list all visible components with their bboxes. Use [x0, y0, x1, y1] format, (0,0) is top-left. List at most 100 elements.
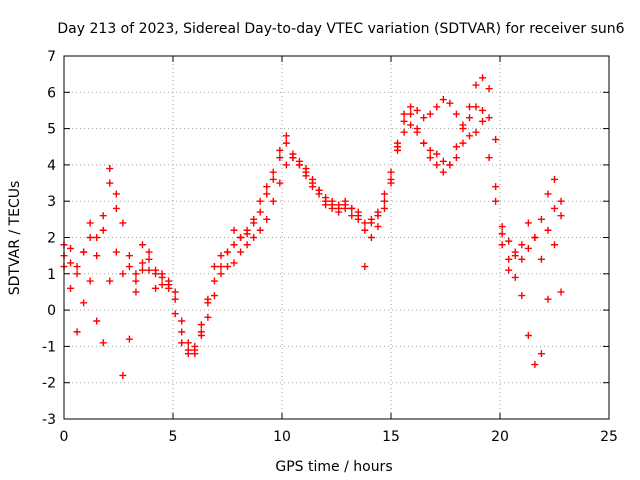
- data-point-trace-c: [544, 226, 552, 234]
- data-point-trace-b: [511, 273, 519, 281]
- chart-title: Day 213 of 2023, Sidereal Day-to-day VTE…: [57, 21, 624, 37]
- data-point-trace-c: [158, 270, 166, 278]
- data-point-trace-b: [537, 350, 545, 358]
- data-point-trace-b: [243, 241, 251, 249]
- data-point-trace-c: [439, 168, 447, 176]
- data-point-trace-b: [380, 204, 388, 212]
- data-point-trace-b: [400, 110, 408, 118]
- data-point-trace-c: [341, 204, 349, 212]
- data-point-trace-a: [178, 328, 186, 336]
- data-point-trace-a: [112, 204, 120, 212]
- data-point-trace-b: [452, 110, 460, 118]
- data-point-trace-c: [276, 146, 284, 154]
- data-point-trace-b: [518, 292, 526, 300]
- data-point-trace-a: [459, 139, 467, 147]
- data-point-trace-c: [380, 197, 388, 205]
- data-point-trace-a: [452, 154, 460, 162]
- data-point-trace-c: [387, 175, 395, 183]
- data-point-trace-b: [269, 197, 277, 205]
- data-point-trace-b: [433, 103, 441, 111]
- data-point-trace-b: [407, 103, 415, 111]
- data-point-trace-c: [93, 234, 101, 241]
- data-point-trace-b: [119, 371, 127, 379]
- data-point-trace-c: [531, 234, 539, 241]
- y-tick-label: 7: [47, 49, 56, 65]
- data-point-trace-b: [138, 259, 146, 267]
- data-point-trace-b: [322, 194, 330, 202]
- data-point-trace-b: [505, 266, 513, 274]
- data-point-trace-b: [557, 288, 565, 296]
- data-point-trace-b: [439, 96, 447, 104]
- data-point-trace-b: [152, 284, 160, 292]
- x-tick-label: 0: [60, 429, 69, 445]
- data-point-trace-a: [67, 244, 75, 252]
- data-point-trace-b: [367, 234, 375, 241]
- data-point-trace-c: [224, 248, 231, 256]
- data-point-trace-c: [492, 183, 500, 191]
- data-point-trace-c: [302, 172, 310, 180]
- y-tick-label: 5: [47, 122, 56, 138]
- y-tick-label: 0: [47, 303, 56, 319]
- data-point-trace-c: [557, 212, 565, 220]
- data-point-trace-b: [256, 226, 264, 234]
- data-point-trace-b: [479, 106, 487, 114]
- data-point-trace-b: [250, 234, 258, 241]
- data-point-trace-a: [439, 157, 447, 165]
- data-point-trace-b: [361, 263, 369, 271]
- data-point-trace-b: [551, 241, 558, 249]
- data-point-trace-a: [544, 190, 552, 198]
- data-point-trace-b: [99, 339, 107, 347]
- data-point-trace-a: [361, 219, 369, 227]
- data-point-trace-b: [472, 128, 480, 136]
- data-point-trace-b: [165, 284, 173, 292]
- data-point-trace-a: [551, 175, 558, 183]
- data-point-trace-c: [263, 183, 271, 191]
- data-point-trace-c: [348, 212, 356, 220]
- data-point-trace-c: [472, 81, 480, 89]
- data-point-trace-c: [243, 226, 251, 234]
- data-point-trace-c: [524, 219, 532, 227]
- tick-layer: 0 5 10 15 20 25 -3 -2 -1 0 1 2 3 4 5 6 7: [42, 49, 618, 445]
- data-point-trace-b: [348, 204, 356, 212]
- data-point-trace-c: [73, 270, 81, 278]
- data-point-trace-b: [354, 208, 362, 216]
- data-point-trace-b: [80, 299, 88, 307]
- data-point-trace-b: [237, 248, 245, 256]
- x-tick-label: 15: [382, 429, 400, 445]
- data-point-trace-c: [86, 219, 94, 227]
- data-point-trace-c: [171, 288, 179, 296]
- data-point-trace-b: [426, 110, 434, 118]
- data-point-trace-b: [282, 161, 290, 169]
- data-point-trace-c: [138, 241, 146, 249]
- data-point-trace-a: [86, 234, 94, 241]
- x-tick-label: 10: [273, 429, 291, 445]
- data-point-trace-b: [217, 252, 225, 260]
- data-point-trace-c: [485, 114, 493, 122]
- data-point-trace-c: [217, 270, 225, 278]
- data-point-trace-a: [210, 277, 218, 285]
- data-point-trace-c: [80, 248, 88, 256]
- data-point-trace-b: [178, 339, 186, 347]
- y-tick-label: -3: [42, 412, 56, 428]
- data-point-trace-b: [335, 201, 343, 209]
- data-point-trace-a: [387, 168, 395, 176]
- data-point-trace-c: [145, 255, 153, 263]
- data-point-trace-b: [145, 266, 153, 274]
- y-tick-label: -2: [42, 376, 56, 392]
- data-point-trace-a: [73, 263, 81, 271]
- data-point-trace-a: [230, 241, 238, 249]
- data-point-trace-a: [518, 255, 526, 263]
- grid-layer: [64, 56, 609, 419]
- data-point-trace-a: [106, 179, 114, 187]
- data-point-trace-c: [400, 117, 408, 125]
- data-point-trace-b: [420, 114, 428, 122]
- data-point-trace-a: [492, 197, 500, 205]
- data-point-trace-b: [492, 135, 500, 143]
- x-tick-label: 25: [600, 429, 618, 445]
- data-point-trace-a: [125, 263, 133, 271]
- data-point-trace-a: [256, 208, 264, 216]
- data-point-trace-c: [197, 332, 205, 340]
- data-point-trace-a: [99, 226, 107, 234]
- data-point-trace-c: [465, 103, 473, 111]
